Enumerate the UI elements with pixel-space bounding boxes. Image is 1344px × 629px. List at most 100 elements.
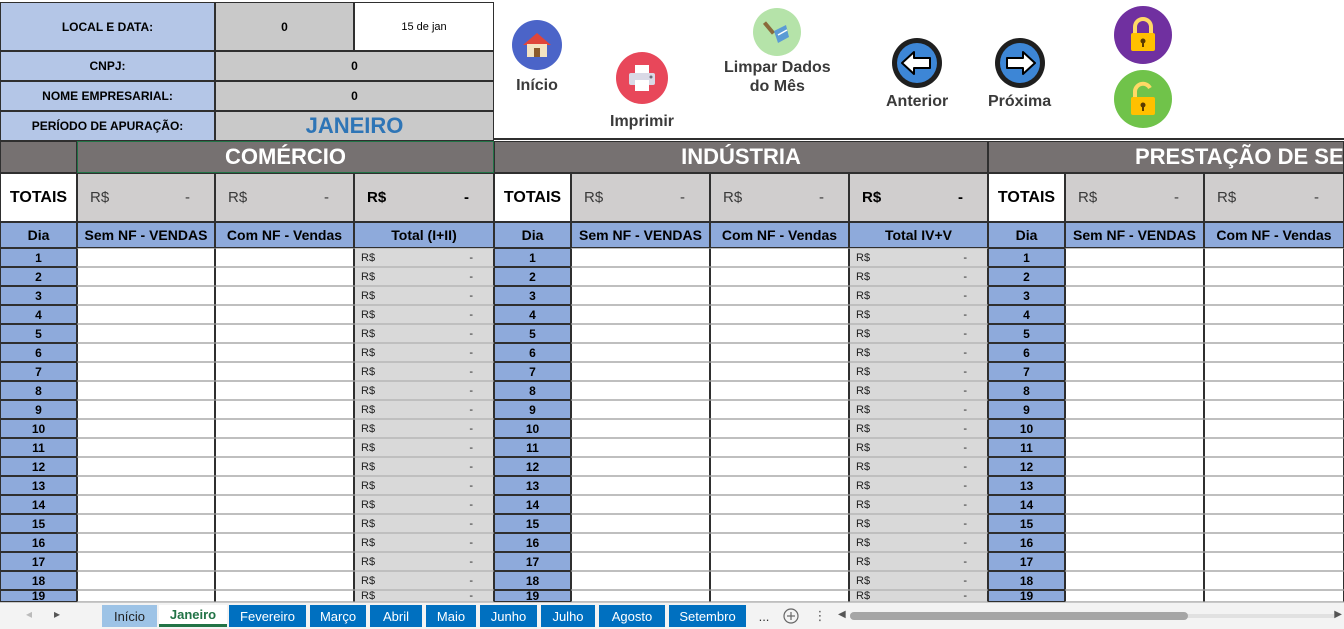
sales-input-cell[interactable]: [571, 552, 710, 571]
periodo-value[interactable]: JANEIRO: [215, 111, 494, 141]
sales-input-cell[interactable]: [710, 362, 849, 381]
sales-input-cell[interactable]: [1065, 476, 1204, 495]
sales-input-cell[interactable]: [710, 438, 849, 457]
sales-input-cell[interactable]: [571, 324, 710, 343]
sales-input-cell[interactable]: [571, 362, 710, 381]
sales-input-cell[interactable]: [1065, 457, 1204, 476]
local-value[interactable]: 0: [215, 2, 354, 51]
sales-input-cell[interactable]: [77, 514, 215, 533]
anterior-button[interactable]: Anterior: [886, 38, 948, 111]
section-header-comercio[interactable]: COMÉRCIO: [77, 141, 494, 173]
tab-scroll-right-icon[interactable]: ▸: [54, 607, 61, 621]
more-tabs-button[interactable]: ...: [758, 608, 770, 624]
tab-options-icon[interactable]: ⋮: [813, 608, 827, 623]
sales-input-cell[interactable]: [1065, 552, 1204, 571]
sales-input-cell[interactable]: [215, 381, 354, 400]
sales-input-cell[interactable]: [77, 552, 215, 571]
sales-input-cell[interactable]: [215, 400, 354, 419]
sales-input-cell[interactable]: [215, 457, 354, 476]
lock-button[interactable]: [1114, 6, 1172, 64]
sales-input-cell[interactable]: [1204, 476, 1344, 495]
sales-input-cell[interactable]: [1204, 438, 1344, 457]
sales-input-cell[interactable]: [1204, 267, 1344, 286]
sales-input-cell[interactable]: [1204, 571, 1344, 590]
sales-input-cell[interactable]: [215, 533, 354, 552]
proxima-button[interactable]: Próxima: [988, 38, 1051, 111]
sales-input-cell[interactable]: [571, 400, 710, 419]
sales-input-cell[interactable]: [571, 476, 710, 495]
sales-input-cell[interactable]: [1204, 305, 1344, 324]
sales-input-cell[interactable]: [571, 514, 710, 533]
sales-input-cell[interactable]: [77, 495, 215, 514]
sales-input-cell[interactable]: [571, 248, 710, 267]
sales-input-cell[interactable]: [77, 419, 215, 438]
sales-input-cell[interactable]: [1065, 438, 1204, 457]
sales-input-cell[interactable]: [710, 552, 849, 571]
sales-input-cell[interactable]: [1065, 495, 1204, 514]
sales-input-cell[interactable]: [77, 438, 215, 457]
sales-input-cell[interactable]: [571, 571, 710, 590]
scroll-right-icon[interactable]: ▶: [1334, 609, 1342, 620]
sales-input-cell[interactable]: [710, 267, 849, 286]
scroll-left-icon[interactable]: ◀: [838, 609, 846, 620]
inicio-button[interactable]: Início: [512, 20, 562, 95]
sales-input-cell[interactable]: [215, 571, 354, 590]
sales-input-cell[interactable]: [215, 476, 354, 495]
sales-input-cell[interactable]: [1065, 343, 1204, 362]
scroll-thumb[interactable]: [850, 612, 1188, 620]
sales-input-cell[interactable]: [1204, 590, 1344, 602]
sales-input-cell[interactable]: [77, 457, 215, 476]
sales-input-cell[interactable]: [710, 457, 849, 476]
sales-input-cell[interactable]: [571, 343, 710, 362]
sales-input-cell[interactable]: [215, 324, 354, 343]
sales-input-cell[interactable]: [1065, 305, 1204, 324]
sales-input-cell[interactable]: [1065, 381, 1204, 400]
add-sheet-button[interactable]: [780, 605, 802, 627]
sales-input-cell[interactable]: [1204, 457, 1344, 476]
sales-input-cell[interactable]: [215, 267, 354, 286]
sales-input-cell[interactable]: [571, 286, 710, 305]
sales-input-cell[interactable]: [77, 400, 215, 419]
sales-input-cell[interactable]: [1204, 552, 1344, 571]
sales-input-cell[interactable]: [1204, 400, 1344, 419]
sales-input-cell[interactable]: [1204, 514, 1344, 533]
sales-input-cell[interactable]: [571, 533, 710, 552]
sales-input-cell[interactable]: [710, 419, 849, 438]
sales-input-cell[interactable]: [77, 590, 215, 602]
sales-input-cell[interactable]: [77, 324, 215, 343]
sales-input-cell[interactable]: [215, 343, 354, 362]
section-header-prestacao[interactable]: PRESTAÇÃO DE SER: [988, 141, 1344, 173]
sheet-tab[interactable]: Janeiro: [159, 605, 227, 627]
sales-input-cell[interactable]: [1204, 324, 1344, 343]
sales-input-cell[interactable]: [1065, 286, 1204, 305]
sheet-tab[interactable]: Março: [310, 605, 368, 627]
sales-input-cell[interactable]: [1204, 362, 1344, 381]
sales-input-cell[interactable]: [1204, 533, 1344, 552]
section-header-industria[interactable]: INDÚSTRIA: [494, 141, 988, 173]
limpar-dados-button[interactable]: Limpar Dados do Mês: [724, 8, 831, 96]
sales-input-cell[interactable]: [710, 495, 849, 514]
sales-input-cell[interactable]: [77, 362, 215, 381]
sales-input-cell[interactable]: [1065, 362, 1204, 381]
sales-input-cell[interactable]: [77, 267, 215, 286]
sales-input-cell[interactable]: [571, 495, 710, 514]
sales-input-cell[interactable]: [710, 286, 849, 305]
sales-input-cell[interactable]: [215, 438, 354, 457]
sales-input-cell[interactable]: [1065, 267, 1204, 286]
sales-input-cell[interactable]: [1065, 590, 1204, 602]
horizontal-scrollbar[interactable]: ◀ ▶: [838, 609, 1344, 623]
sales-input-cell[interactable]: [77, 343, 215, 362]
sales-input-cell[interactable]: [215, 552, 354, 571]
tab-scroll-left-icon[interactable]: ◂: [26, 607, 33, 621]
sales-input-cell[interactable]: [77, 571, 215, 590]
sales-input-cell[interactable]: [77, 248, 215, 267]
sales-input-cell[interactable]: [710, 381, 849, 400]
sheet-tab[interactable]: Junho: [480, 605, 539, 627]
sales-input-cell[interactable]: [215, 590, 354, 602]
sales-input-cell[interactable]: [77, 305, 215, 324]
sales-input-cell[interactable]: [710, 533, 849, 552]
sales-input-cell[interactable]: [215, 362, 354, 381]
sales-input-cell[interactable]: [215, 495, 354, 514]
sales-input-cell[interactable]: [710, 305, 849, 324]
sheet-tab[interactable]: Fevereiro: [229, 605, 308, 627]
